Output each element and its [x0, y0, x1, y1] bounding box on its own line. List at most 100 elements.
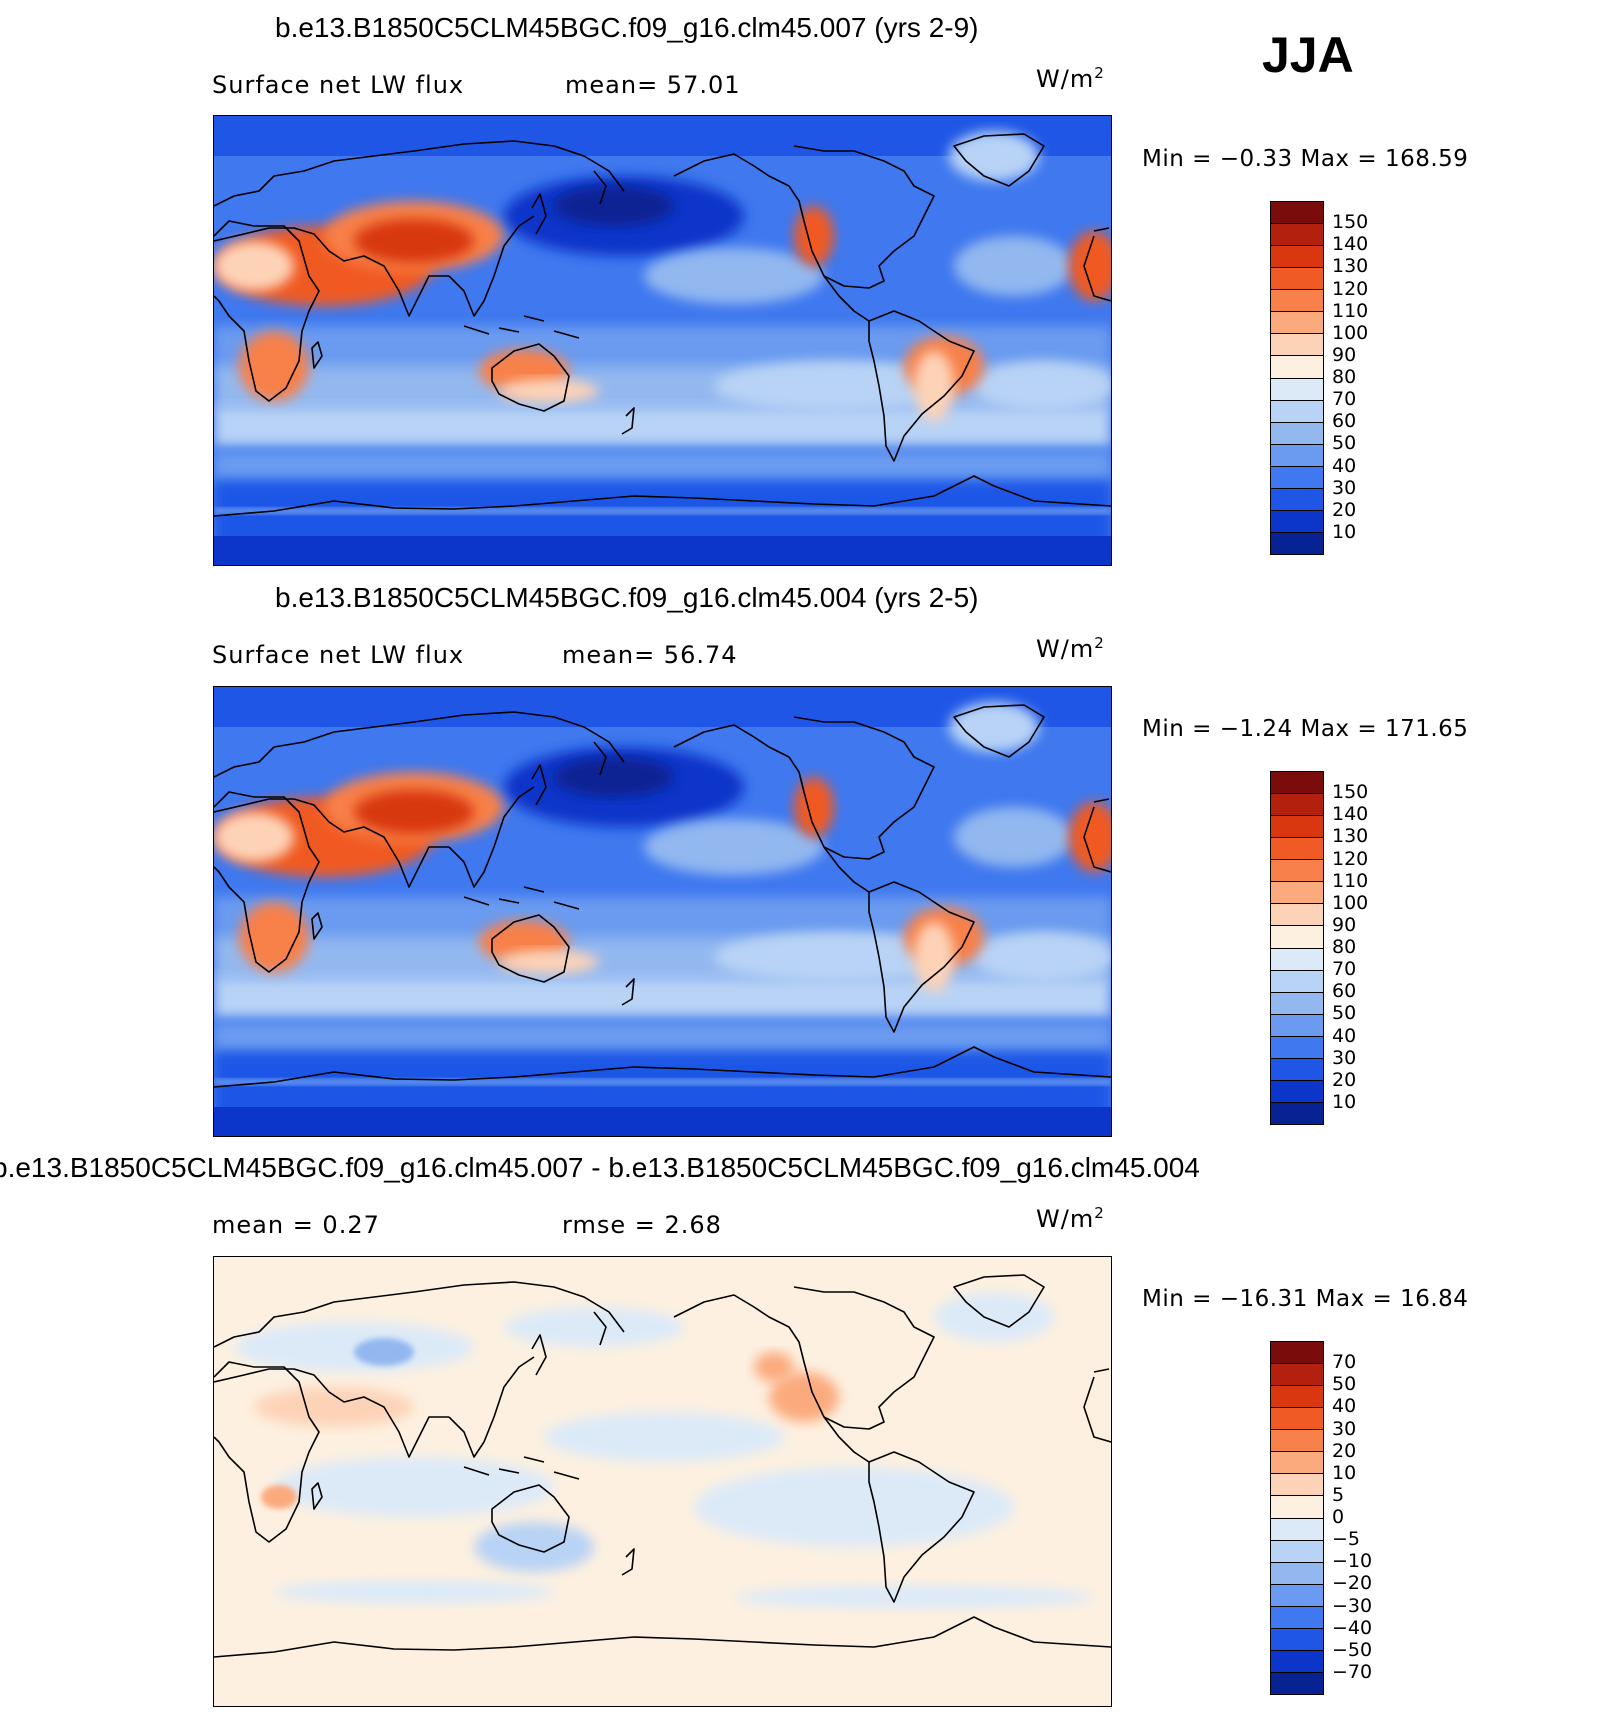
panel-1-mean: mean= 57.01	[565, 71, 741, 99]
colorbar-tick-label: 140	[1332, 233, 1369, 256]
colorbar-tick-label: 10	[1332, 1461, 1357, 1484]
colorbar-tick-label: 10	[1332, 1090, 1357, 1113]
colorbar-segment	[1271, 532, 1323, 554]
colorbar-segment	[1271, 290, 1323, 313]
colorbar-tick-label: 50	[1332, 1002, 1357, 1025]
colorbar-tick-label: 90	[1332, 343, 1357, 366]
panel-3-title: b.e13.B1850C5CLM45BGC.f09_g16.clm45.007 …	[0, 1152, 1200, 1183]
colorbar-tick-label: 40	[1332, 454, 1357, 477]
colorbar-tick-label: −40	[1332, 1616, 1373, 1639]
colorbar-tick-label: 150	[1332, 781, 1369, 804]
colorbar-segment	[1271, 422, 1323, 445]
colorbar-tick-label: 40	[1332, 1024, 1357, 1047]
colorbar-tick-label: −20	[1332, 1572, 1373, 1595]
colorbar-segment	[1271, 1080, 1323, 1103]
colorbar-segment	[1271, 1014, 1323, 1037]
colorbar-segment	[1271, 816, 1323, 839]
colorbar-segment	[1271, 948, 1323, 971]
colorbar-segment	[1271, 1452, 1323, 1475]
panel-2-mean: mean= 56.74	[562, 641, 738, 669]
colorbar-segment	[1271, 1650, 1323, 1673]
colorbar-tick-label: 100	[1332, 891, 1369, 914]
colorbar-segment	[1271, 334, 1323, 357]
colorbar-tick-label: 30	[1332, 1417, 1357, 1440]
panel-1-map	[213, 115, 1112, 566]
colorbar-segment	[1271, 1606, 1323, 1629]
panel-1-units: W/m2	[1036, 64, 1105, 93]
colorbar-tick-label: 100	[1332, 321, 1369, 344]
colorbar-tick-label: 140	[1332, 803, 1369, 826]
colorbar-tick-label: 5	[1332, 1483, 1345, 1506]
colorbar-tick-label: 20	[1332, 498, 1357, 521]
colorbar-tick-label: 130	[1332, 825, 1369, 848]
colorbar-segment	[1271, 1496, 1323, 1519]
panel-1-title: b.e13.B1850C5CLM45BGC.f09_g16.clm45.007 …	[275, 12, 979, 43]
colorbar-segment	[1271, 378, 1323, 401]
panel-2-units: W/m2	[1036, 634, 1105, 663]
colorbar-segment	[1271, 1408, 1323, 1431]
colorbar-tick-label: 40	[1332, 1395, 1357, 1418]
colorbar-segment	[1271, 904, 1323, 927]
panel-3-mean: mean = 0.27	[212, 1211, 380, 1239]
colorbar-tick-label: 60	[1332, 980, 1357, 1003]
colorbar-segment	[1271, 1102, 1323, 1124]
colorbar-tick-label: 50	[1332, 432, 1357, 455]
colorbar-segment	[1271, 510, 1323, 533]
colorbar-tick-label: 110	[1332, 869, 1369, 892]
colorbar-segment	[1271, 882, 1323, 905]
colorbar-segment	[1271, 838, 1323, 861]
colorbar-segment	[1271, 1364, 1323, 1387]
colorbar-tick-label: 130	[1332, 255, 1369, 278]
panel-2-variable-label: Surface net LW flux	[212, 641, 465, 669]
colorbar-tick-label: 0	[1332, 1506, 1345, 1528]
colorbar-segment	[1271, 1386, 1323, 1409]
panel-2-minmax: Min = −1.24 Max = 171.65	[1142, 716, 1469, 742]
colorbar-tick-label: 120	[1332, 277, 1369, 300]
colorbar-tick-label: −30	[1332, 1594, 1373, 1617]
colorbar-segment	[1271, 1342, 1323, 1365]
colorbar-tick-label: 20	[1332, 1439, 1357, 1462]
colorbar-tick-label: 60	[1332, 410, 1357, 433]
colorbar-tick-label: −5	[1332, 1528, 1361, 1551]
colorbar-segment	[1271, 860, 1323, 883]
colorbar-tick-label: 150	[1332, 211, 1369, 234]
colorbar-segment	[1271, 1430, 1323, 1453]
colorbar-tick-label: 30	[1332, 1046, 1357, 1069]
colorbar-segment	[1271, 1474, 1323, 1497]
colorbar-segment	[1271, 992, 1323, 1015]
colorbar-segment	[1271, 224, 1323, 247]
colorbar-segment	[1271, 1562, 1323, 1585]
panel-3-minmax: Min = −16.31 Max = 16.84	[1142, 1286, 1469, 1312]
colorbar-segment	[1271, 1036, 1323, 1059]
colorbar-tick-label: −50	[1332, 1638, 1373, 1661]
colorbar-segment	[1271, 444, 1323, 467]
panel-3-rmse: rmse = 2.68	[562, 1211, 722, 1239]
colorbar-segment	[1271, 794, 1323, 817]
colorbar-tick-label: 70	[1332, 1351, 1357, 1374]
colorbar-tick-label: 70	[1332, 388, 1357, 411]
colorbar-tick-label: 110	[1332, 299, 1369, 322]
colorbar-segment	[1271, 356, 1323, 379]
panel-1-minmax: Min = −0.33 Max = 168.59	[1142, 146, 1469, 172]
panel-3-units: W/m2	[1036, 1204, 1105, 1233]
panel-1-variable-label: Surface net LW flux	[212, 71, 465, 99]
colorbar-segment	[1271, 970, 1323, 993]
colorbar-segment	[1271, 400, 1323, 423]
colorbar-tick-label: 90	[1332, 913, 1357, 936]
colorbar-tick-label: 80	[1332, 936, 1357, 958]
colorbar-tick-label: 10	[1332, 520, 1357, 543]
colorbar-segment	[1271, 466, 1323, 489]
season-label: JJA	[1262, 27, 1354, 83]
colorbar-segment	[1271, 1518, 1323, 1541]
colorbar-segment	[1271, 926, 1323, 949]
panel-2-map	[213, 686, 1112, 1137]
panel-2-colorbar	[1270, 771, 1324, 1125]
colorbar-tick-label: 20	[1332, 1068, 1357, 1091]
colorbar-segment	[1271, 1540, 1323, 1563]
colorbar-segment	[1271, 312, 1323, 335]
colorbar-tick-label: 70	[1332, 958, 1357, 981]
colorbar-segment	[1271, 1584, 1323, 1607]
colorbar-tick-label: 80	[1332, 366, 1357, 388]
panel-3-map	[213, 1256, 1112, 1707]
colorbar-tick-label: −10	[1332, 1550, 1373, 1573]
